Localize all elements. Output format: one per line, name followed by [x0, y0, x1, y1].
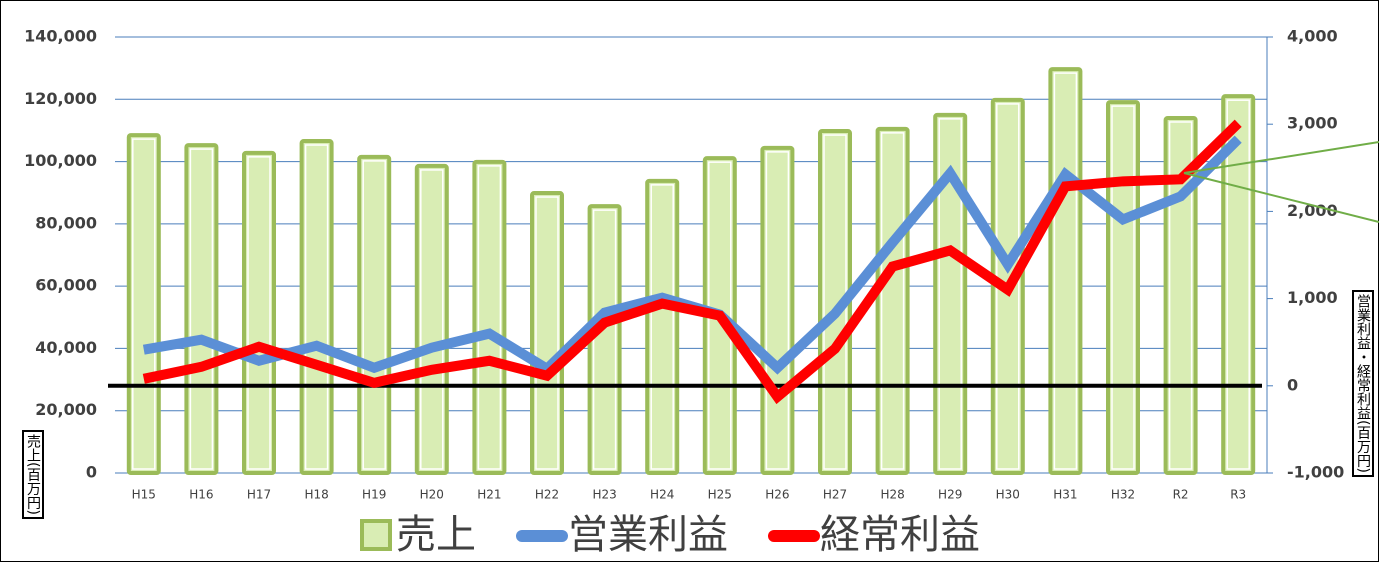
bar [357, 154, 392, 475]
x-tick-label: R2 [1173, 488, 1189, 502]
bar [645, 178, 680, 475]
line [142, 119, 1242, 405]
bar-inner [938, 118, 962, 470]
legend-label: 経常利益 [820, 512, 980, 558]
legend-label: 売上 [396, 512, 476, 558]
bar-inner [1226, 99, 1250, 470]
bar [184, 143, 219, 476]
bar [1221, 94, 1256, 476]
x-tick-label: H22 [535, 488, 559, 502]
bar [472, 159, 507, 476]
bar [1106, 100, 1140, 476]
bar-inner [420, 169, 444, 470]
x-tick-label: H21 [477, 488, 501, 502]
bar [933, 112, 968, 475]
x-tick-label: H27 [823, 488, 847, 502]
y-axis-label: 売上(百万円) [22, 430, 44, 519]
bar-inner [1168, 121, 1193, 470]
x-tick-label: H18 [304, 488, 328, 502]
x-tick-label: H32 [1111, 488, 1135, 502]
bar [242, 150, 276, 475]
bar-inner [304, 144, 329, 470]
bar [1048, 67, 1083, 475]
x-tick-label: H30 [996, 488, 1020, 502]
y-tick-label: 20,000 [35, 400, 97, 419]
y2-tick-label: -1,000 [1287, 463, 1344, 482]
y-tick-label: 100,000 [24, 151, 97, 170]
x-tick-label: H29 [938, 488, 962, 502]
y2-tick-label: 1,000 [1287, 288, 1338, 307]
bar-inner [247, 156, 271, 470]
y-tick-label: 140,000 [24, 27, 97, 46]
bar-inner [477, 165, 502, 470]
x-tick-label: H26 [765, 488, 789, 502]
y2-tick-label: 3,000 [1287, 114, 1338, 133]
bar-inner [1053, 72, 1078, 470]
bar-inner [650, 184, 674, 470]
callout-line [1183, 172, 1379, 223]
x-tick-label: H25 [708, 488, 732, 502]
y-tick-label: 120,000 [24, 89, 97, 108]
bar-inner [362, 160, 386, 470]
bar [126, 133, 161, 475]
x-tick-label: H31 [1053, 488, 1077, 502]
y-tick-label: 80,000 [35, 213, 97, 232]
bar-inner [1111, 105, 1135, 470]
x-tick-label: H20 [420, 488, 444, 502]
x-tick-label: H24 [650, 488, 674, 502]
bar-inner [880, 132, 905, 470]
legend-label: 営業利益 [568, 512, 728, 558]
bar [530, 191, 564, 475]
x-tick-label: H23 [592, 488, 616, 502]
legend-swatch [360, 519, 392, 551]
bar-inner [535, 196, 559, 470]
x-tick-label: R3 [1230, 488, 1246, 502]
bar-inner [765, 151, 790, 470]
y2-axis-label: 営業利益・経常利益(百万円) [1352, 290, 1374, 477]
y2-tick-label: 4,000 [1287, 27, 1338, 46]
y-tick-label: 0 [86, 463, 97, 482]
x-tick-label: H15 [132, 488, 156, 502]
y2-tick-label: 2,000 [1287, 201, 1338, 220]
y-tick-label: 40,000 [35, 338, 97, 357]
x-tick-label: H28 [880, 488, 904, 502]
y2-tick-label: 0 [1287, 375, 1298, 394]
y-tick-label: 60,000 [35, 276, 97, 295]
callout-line [1183, 141, 1379, 174]
x-tick-label: H19 [362, 488, 386, 502]
bar-inner [189, 148, 214, 470]
x-tick-label: H17 [247, 488, 271, 502]
bar-inner [132, 138, 156, 470]
bar [299, 139, 334, 475]
bar [414, 163, 449, 475]
x-tick-label: H16 [189, 488, 213, 502]
